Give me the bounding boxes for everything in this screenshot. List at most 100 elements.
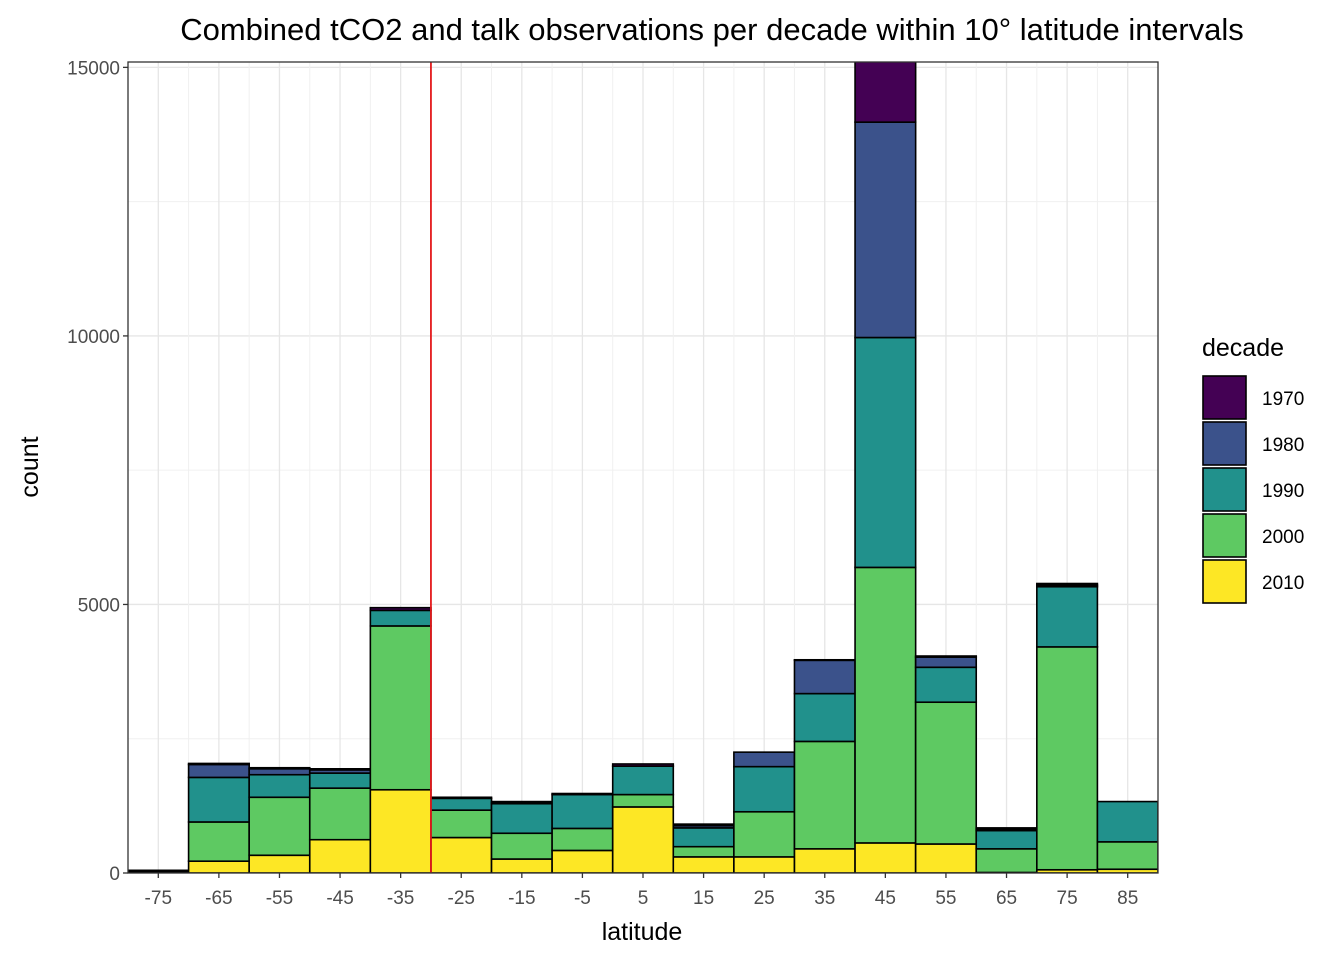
bar-segment-2000-lat-25	[733, 810, 796, 858]
bar-segment-1970-lat-35	[793, 658, 856, 662]
bar-segment-1990-lat--55	[248, 773, 311, 799]
bar-segment-2010-lat--35	[369, 788, 432, 873]
y-axis-title: count	[16, 436, 44, 497]
bar-segment-1980-lat-35	[793, 659, 856, 695]
bar-segment-2000-lat--45	[308, 787, 372, 841]
x-tick-label: 85	[1117, 888, 1138, 909]
legend-label-2010: 2010	[1262, 573, 1304, 594]
bar-segment-2000-lat--65	[187, 821, 250, 862]
x-tick-label: 5	[638, 888, 649, 909]
x-tick-label: 45	[875, 888, 896, 909]
bar-segment-2010-lat-5	[611, 806, 675, 873]
bar-segment-2000-lat-35	[793, 740, 856, 850]
bar-segment-2000-lat-55	[914, 701, 978, 845]
x-tick-label: 65	[996, 888, 1017, 909]
legend-key-1990	[1202, 467, 1247, 512]
legend-label-1970: 1970	[1262, 389, 1304, 410]
legend-key-1980	[1202, 421, 1247, 466]
x-tick-label: -15	[508, 888, 535, 909]
bar-segment-1970-lat-65	[975, 827, 1038, 830]
bar-segment-1990-lat--45	[308, 772, 372, 789]
legend-label-2000: 2000	[1262, 527, 1304, 548]
y-tick-label: 0	[109, 864, 120, 885]
y-tick-label: 15000	[67, 58, 120, 79]
bar-segment-2010-lat-35	[793, 848, 856, 873]
bar-segment-1990-lat-25	[733, 765, 796, 813]
bar-segment-2000-lat--55	[248, 796, 311, 857]
bar-segment-1980-lat-25	[733, 751, 796, 768]
bar-segment-1980-lat--55	[248, 768, 311, 776]
bar-segment-1970-lat-75	[1036, 582, 1099, 586]
bar-segment-1990-lat-35	[793, 692, 856, 743]
bar-segment-2000-lat-45	[854, 566, 917, 844]
chart-title: Combined tCO2 and talk observations per …	[180, 12, 1244, 47]
bar-segment-1970-lat--55	[248, 766, 311, 770]
bar-segment-2010-lat-25	[733, 856, 796, 873]
bar-segment-1990-lat-15	[672, 827, 735, 848]
legend-label-1980: 1980	[1262, 435, 1304, 456]
bar-segment-1980-lat-45	[854, 121, 917, 339]
bars	[128, 62, 1158, 873]
bar-segment-2000-lat--25	[430, 809, 493, 839]
bar-segment-1970-lat-45	[854, 62, 917, 123]
bar-segment-1970-lat--45	[308, 768, 372, 771]
x-tick-label: -5	[574, 888, 591, 909]
bar-segment-1990-lat-5	[611, 765, 675, 796]
bar-segment-2010-lat-45	[854, 842, 917, 873]
bar-segment-1970-lat-55	[914, 655, 978, 658]
x-tick-label: -75	[145, 888, 172, 909]
bar-segment-1980-lat--65	[187, 763, 250, 779]
bar-segment-1990-lat-75	[1036, 585, 1099, 648]
y-tick-label: 5000	[78, 595, 120, 616]
bar-segment-1990-lat--65	[187, 776, 250, 823]
bar-segment-1970-lat-5	[611, 763, 675, 767]
bar-segment-2010-lat--25	[430, 836, 493, 873]
bar-segment-1990-lat--25	[430, 797, 493, 811]
x-tick-label: -65	[205, 888, 232, 909]
bar-segment-2000-lat--35	[369, 625, 432, 791]
bar-segment-1970-lat--35	[369, 606, 432, 612]
legend-key-2010	[1202, 559, 1247, 604]
x-tick-label: -45	[326, 888, 353, 909]
bar-segment-2000-lat-85	[1096, 841, 1158, 871]
x-tick-label: -25	[448, 888, 475, 909]
x-tick-label: 15	[693, 888, 714, 909]
bar-segment-1980-lat-55	[914, 656, 978, 669]
bar-segment-1970-lat--25	[430, 796, 493, 800]
bar-segment-1990-lat--35	[369, 609, 432, 627]
bar-segment-2010-lat--65	[187, 860, 250, 873]
legend-items: 1970 1980 1990 2000 2010	[1202, 375, 1304, 604]
bar-segment-1990-lat-55	[914, 666, 978, 704]
bar-segment-1970-lat--15	[490, 800, 553, 804]
bar-segment-1990-lat-85	[1096, 800, 1158, 843]
legend: decade 1970 1980 1990 2000 2010	[1202, 334, 1304, 604]
y-axis: 0 5000 10000 15000	[67, 58, 128, 885]
bar-segment-1990-lat--5	[551, 793, 614, 830]
bar-segment-2000-lat--15	[490, 832, 553, 860]
x-axis-title: latitude	[602, 918, 683, 946]
bar-segment-1990-lat-65	[975, 829, 1038, 850]
legend-title: decade	[1202, 334, 1284, 362]
y-tick-label: 10000	[67, 327, 120, 348]
bar-segment-1990-lat--15	[490, 802, 553, 835]
bar-segment-2010-lat--15	[490, 858, 553, 873]
bar-segment-2000-lat-5	[611, 793, 675, 808]
x-tick-label: 55	[935, 888, 956, 909]
x-tick-label: 75	[1057, 888, 1078, 909]
bar-segment-2010-lat--5	[551, 849, 614, 873]
legend-key-2000	[1202, 513, 1247, 558]
bar-segment-2010-lat--45	[308, 838, 372, 873]
bar-segment-1970-lat--65	[187, 762, 250, 766]
bar-segment-1990-lat-45	[854, 336, 917, 569]
bar-segment-1970-lat--5	[551, 792, 614, 796]
bar-segment-2000-lat-75	[1036, 646, 1099, 871]
x-axis: -75 -65 -55 -45 -35 -25 -15 -5 5 15 25 35 45 55 65 75 85	[145, 873, 1138, 909]
x-tick-label: 35	[814, 888, 835, 909]
x-tick-label: -35	[387, 888, 414, 909]
bar-segment-2000-lat-65	[975, 848, 1038, 873]
bar-segment-2000-lat-15	[672, 845, 735, 858]
bar-segment-2000-lat--5	[551, 827, 614, 852]
bar-segment-2010-lat-15	[672, 856, 735, 873]
legend-label-1990: 1990	[1262, 481, 1304, 502]
